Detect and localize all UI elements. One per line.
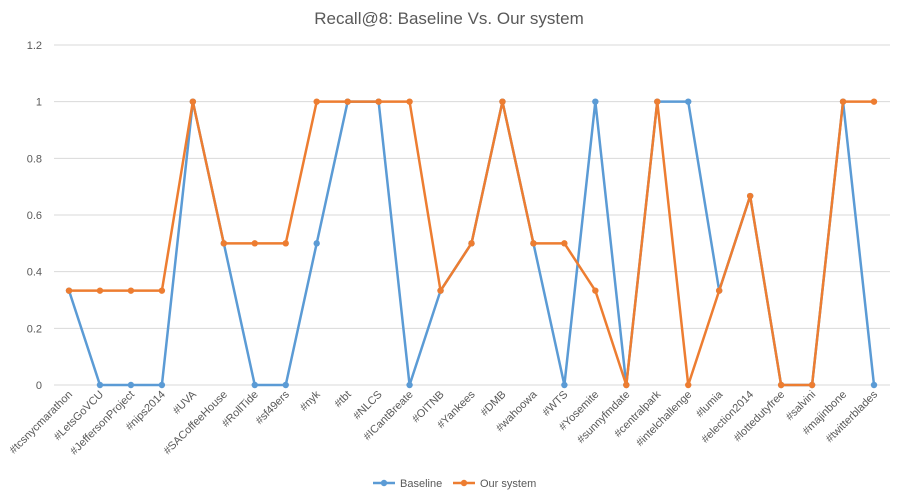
y-tick-label: 0.2 xyxy=(27,323,42,335)
data-point xyxy=(499,98,506,105)
data-point xyxy=(344,98,351,105)
legend-label: Baseline xyxy=(400,478,442,490)
data-point xyxy=(746,192,754,200)
data-point xyxy=(127,287,135,294)
data-point xyxy=(406,98,413,105)
y-axis-ticks: 0 0.2 0.4 0.6 0.8 1 1.2 xyxy=(27,40,42,392)
data-point xyxy=(592,98,599,105)
x-tick-label: #intelchallenge xyxy=(634,389,694,449)
legend-swatch-marker xyxy=(460,479,468,487)
data-point xyxy=(870,381,878,389)
data-point xyxy=(685,381,692,389)
data-point xyxy=(808,381,816,389)
x-tick-label: #DMB xyxy=(478,389,508,419)
data-point xyxy=(282,381,289,389)
x-axis-ticks: #tcsnycmarathon#LetsGoVCU#JeffersonProje… xyxy=(7,388,880,458)
x-tick-label: #WTS xyxy=(540,389,570,419)
data-point xyxy=(251,240,258,247)
x-tick-label: #UVA xyxy=(171,388,200,417)
data-point xyxy=(65,287,73,294)
y-tick-label: 0.4 xyxy=(27,267,42,279)
data-point xyxy=(468,240,475,247)
y-tick-label: 0 xyxy=(36,380,42,392)
series-our-system xyxy=(65,98,878,389)
data-point xyxy=(189,98,197,105)
data-point xyxy=(839,98,847,105)
y-tick-label: 1 xyxy=(36,97,42,109)
data-point xyxy=(437,287,444,294)
data-point xyxy=(561,240,568,247)
data-point xyxy=(96,287,104,294)
data-point xyxy=(96,381,104,389)
data-point xyxy=(251,381,258,389)
data-point xyxy=(623,381,630,389)
data-point xyxy=(127,381,135,389)
x-tick-label: #sf49ers xyxy=(254,388,293,427)
data-point xyxy=(375,98,382,105)
data-point xyxy=(870,98,878,105)
data-point xyxy=(777,381,785,389)
data-point xyxy=(220,240,228,247)
y-tick-label: 1.2 xyxy=(27,40,42,52)
data-point xyxy=(282,240,289,247)
data-point xyxy=(592,287,599,294)
chart-title: Recall@8: Baseline Vs. Our system xyxy=(314,9,584,28)
data-point xyxy=(313,240,320,247)
data-point xyxy=(530,240,537,247)
y-tick-label: 0.6 xyxy=(27,210,42,222)
y-tick-label: 0.8 xyxy=(27,153,42,165)
data-point xyxy=(158,381,166,389)
data-point xyxy=(158,287,166,294)
data-point xyxy=(654,98,661,105)
data-point xyxy=(685,98,692,105)
data-point xyxy=(715,287,723,294)
legend: Baseline Our system xyxy=(373,478,536,490)
data-point xyxy=(313,98,320,105)
data-point xyxy=(406,381,413,389)
x-tick-label: #tbt xyxy=(332,389,353,410)
legend-label: Our system xyxy=(480,478,536,490)
legend-swatch-marker xyxy=(380,479,388,487)
series-layer xyxy=(65,98,878,389)
x-tick-label: #nyk xyxy=(298,388,323,413)
data-point xyxy=(561,381,568,389)
